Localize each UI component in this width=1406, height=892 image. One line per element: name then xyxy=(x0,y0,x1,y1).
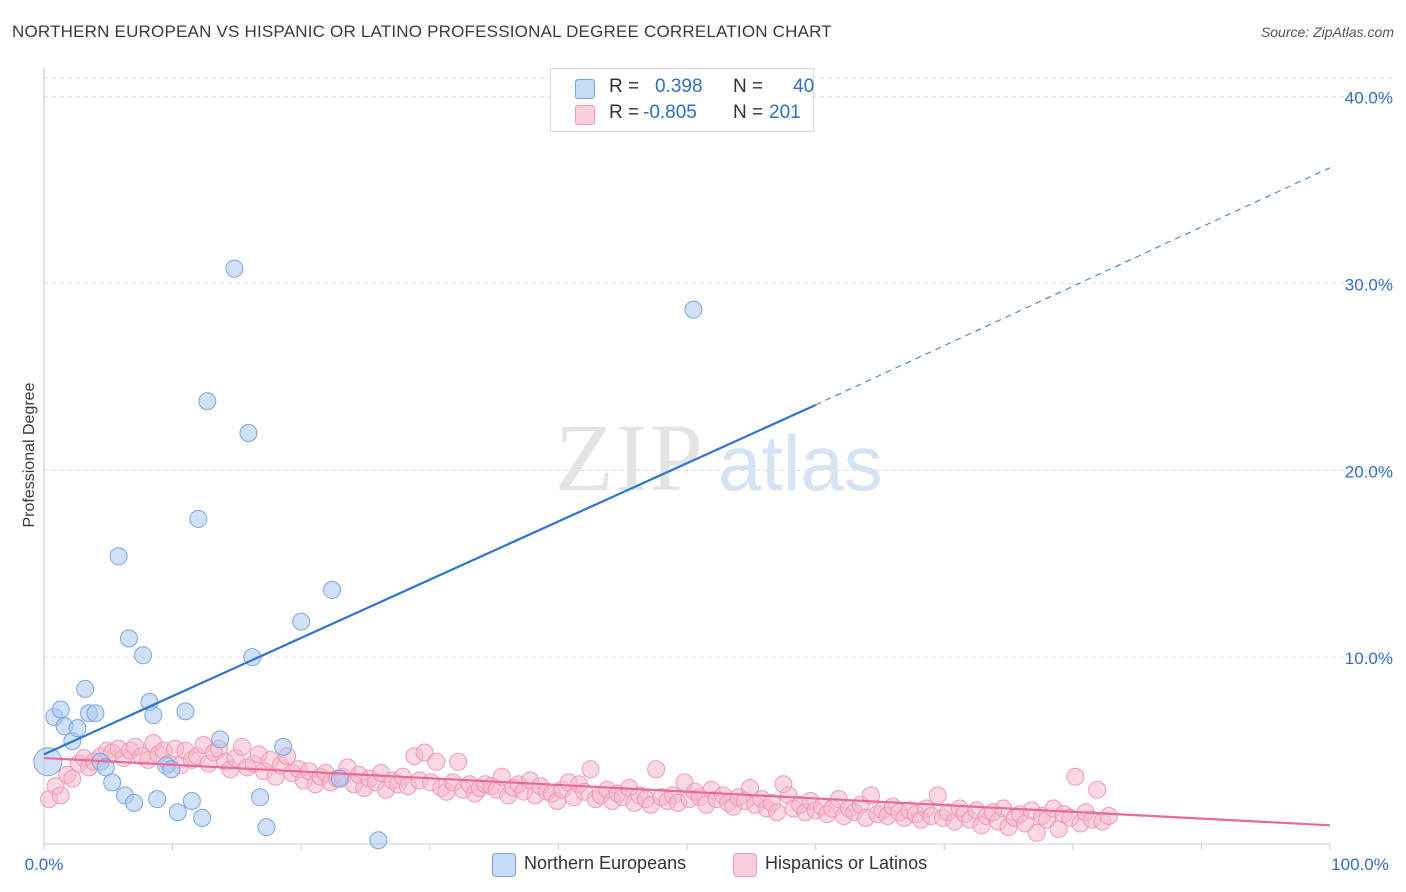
northern-european-point xyxy=(125,793,144,812)
northern-european-point xyxy=(119,629,138,648)
northern-european-point xyxy=(323,580,342,599)
hispanic-point xyxy=(581,760,600,779)
hispanic-point xyxy=(741,778,760,797)
northern-european-point xyxy=(274,737,293,756)
hispanic-point xyxy=(1027,823,1046,842)
trend-lines xyxy=(43,167,1331,827)
hispanic-point xyxy=(647,760,666,779)
northern-european-point xyxy=(76,679,95,698)
watermark-zip: ZIP xyxy=(555,404,705,511)
northern-european-point xyxy=(198,392,217,411)
legend-swatch-blue xyxy=(575,79,595,99)
northern-european-point xyxy=(148,790,167,809)
axes-layer xyxy=(43,68,1331,850)
northern-european-point xyxy=(239,423,258,442)
legend-n-label: N = xyxy=(733,102,764,123)
northern-european-point xyxy=(257,818,276,837)
legend-n-value: 201 xyxy=(769,102,801,123)
northern-european-point xyxy=(251,788,270,807)
hispanic-point xyxy=(51,786,70,805)
legend-n-value: 40 xyxy=(793,76,815,97)
hispanic-point xyxy=(1099,806,1118,825)
northern-european-point xyxy=(96,758,115,777)
legend-r-value: 0.398 xyxy=(655,76,703,97)
northern-european-point xyxy=(33,747,63,777)
hispanic-point xyxy=(233,737,252,756)
hispanic-point xyxy=(427,752,446,771)
northern-european-point xyxy=(369,831,388,850)
legend-swatch-pink xyxy=(575,105,595,125)
hispanic-point xyxy=(861,786,880,805)
northern-european-point xyxy=(134,646,153,665)
legend-r-label: R = xyxy=(609,76,640,97)
northern-european-point xyxy=(189,509,208,528)
tick-labels: 10.0% 20.0% 30.0% 40.0% 0.0% 100.0% xyxy=(25,89,1393,874)
correlation-legend: R = 0.398 N = 40 R = -0.805 N = 201 xyxy=(550,68,814,132)
northern-european-point xyxy=(68,719,87,738)
x-tick-label-max: 100.0% xyxy=(1331,855,1389,874)
hispanic-point xyxy=(1088,780,1107,799)
hispanic-point xyxy=(449,752,468,771)
hispanic-point xyxy=(63,769,82,788)
northern-european-point xyxy=(109,547,128,566)
watermark-atlas: atlas xyxy=(718,419,883,507)
series-label: Northern Europeans xyxy=(524,853,687,873)
northern-european-point xyxy=(86,704,105,723)
chart-title: NORTHERN EUROPEAN VS HISPANIC OR LATINO … xyxy=(12,22,832,41)
y-tick-label: 40.0% xyxy=(1345,89,1393,108)
northern-european-trend-extension xyxy=(815,167,1331,406)
northern-european-point xyxy=(211,730,230,749)
hispanic-point xyxy=(1066,767,1085,786)
source-label: Source: ZipAtlas.com xyxy=(1260,24,1394,40)
northern-european-point xyxy=(193,808,212,827)
hispanic-point xyxy=(928,786,947,805)
legend-r-label: R = xyxy=(609,102,640,123)
series-label: Hispanics or Latinos xyxy=(765,853,928,873)
hispanic-point xyxy=(768,803,787,822)
series-swatch-blue xyxy=(492,853,516,877)
y-tick-label: 10.0% xyxy=(1345,649,1393,668)
legend-n-label: N = xyxy=(733,76,764,97)
northern-european-point xyxy=(51,700,70,719)
y-tick-label: 20.0% xyxy=(1345,462,1393,481)
northern-european-point xyxy=(103,773,122,792)
legend-r-value: -0.805 xyxy=(643,102,697,123)
northern-european-point xyxy=(144,706,163,725)
northern-european-point xyxy=(684,300,703,319)
series-legend: Northern Europeans Hispanics or Latinos xyxy=(0,852,1406,877)
northern-european-point xyxy=(182,792,201,811)
northern-european-point xyxy=(225,259,244,278)
watermark: ZIP atlas xyxy=(555,404,883,511)
northern-european-point xyxy=(292,612,311,631)
x-tick-label-min: 0.0% xyxy=(25,855,64,874)
northern-european-trend-line xyxy=(43,403,817,756)
y-tick-label: 30.0% xyxy=(1345,276,1393,295)
series-swatch-pink xyxy=(733,853,757,877)
northern-european-point xyxy=(168,803,187,822)
grid-layer xyxy=(44,77,1395,658)
hispanic-points xyxy=(40,734,1118,842)
hispanic-trend-line xyxy=(43,756,1331,827)
northern-european-point xyxy=(176,702,195,721)
